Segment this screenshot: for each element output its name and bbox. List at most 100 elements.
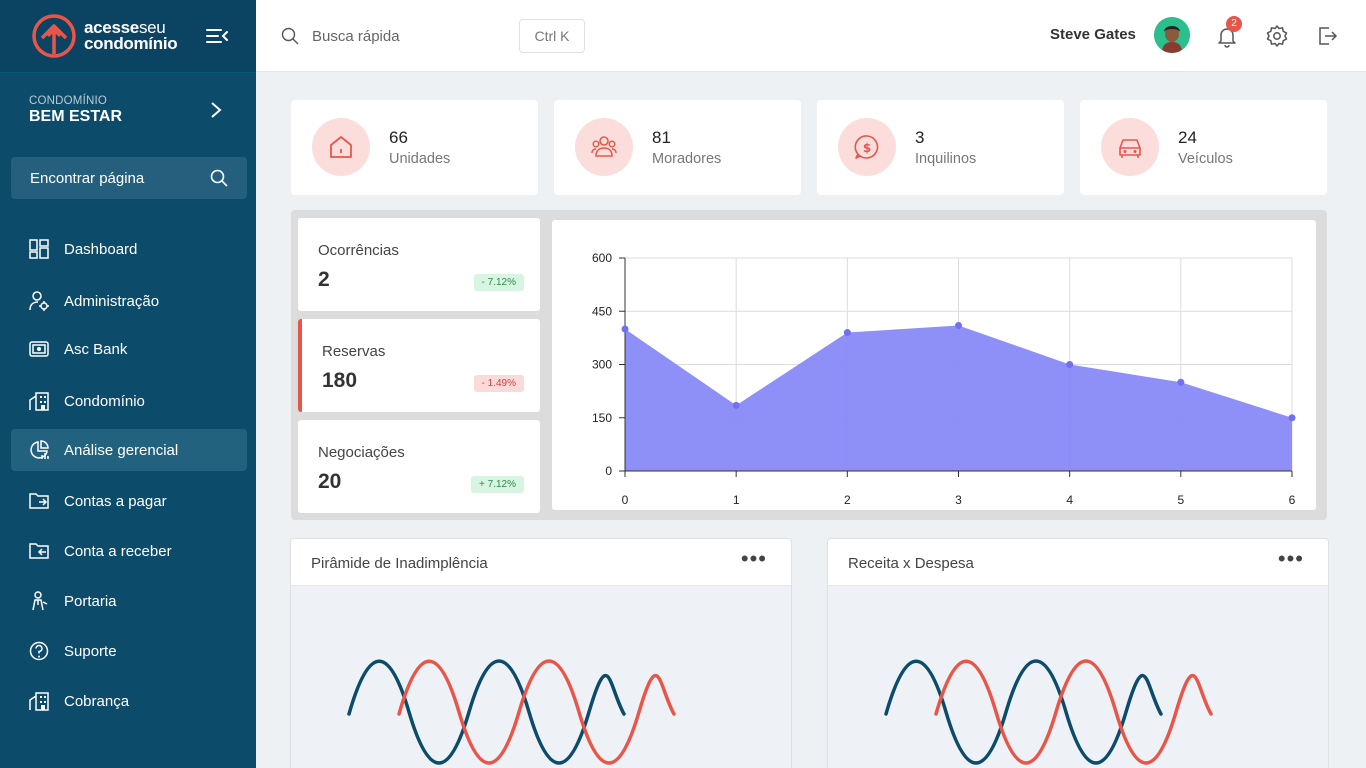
stat-label: Moradores bbox=[652, 151, 722, 167]
condo-label: CONDOMÍNIO bbox=[29, 95, 108, 107]
stat-value: 3 bbox=[915, 128, 925, 147]
more-options-icon[interactable]: ••• bbox=[740, 546, 767, 571]
sidebar-item-administracao[interactable]: Administração bbox=[11, 280, 247, 322]
brand-text: acesseseu condomínio bbox=[84, 18, 178, 52]
metric-card-reservas[interactable]: Reservas 180 - 1.49% bbox=[298, 319, 540, 412]
stat-card-moradores[interactable]: 81 Moradores bbox=[554, 100, 801, 195]
more-options-icon[interactable]: ••• bbox=[1277, 546, 1304, 571]
sidebar-item-label: Suporte bbox=[64, 642, 117, 660]
help-icon bbox=[29, 641, 49, 661]
user-name[interactable]: Steve Gates bbox=[1050, 26, 1136, 43]
data-point bbox=[1288, 414, 1296, 422]
search-icon bbox=[210, 169, 228, 187]
x-tick-label: 1 bbox=[733, 493, 740, 507]
metric-value: 2 bbox=[318, 268, 330, 291]
sidebar-item-analise-gerencial[interactable]: Análise gerencial bbox=[11, 429, 247, 471]
y-tick-label: 150 bbox=[592, 411, 612, 425]
money-chat-icon: $ bbox=[854, 135, 879, 159]
sidebar-item-label: Conta a receber bbox=[64, 542, 172, 560]
x-tick-label: 6 bbox=[1289, 493, 1296, 507]
card-title: Pirâmide de Inadimplência bbox=[311, 555, 488, 572]
card-piramide-inadimplencia: Pirâmide de Inadimplência ••• bbox=[290, 538, 792, 768]
metric-card-ocorrencias[interactable]: Ocorrências 2 - 7.12% bbox=[298, 218, 540, 311]
user-avatar-icon bbox=[1154, 17, 1190, 53]
y-tick-label: 600 bbox=[592, 251, 612, 265]
metrics-panel: Ocorrências 2 - 7.12% Reservas 180 - 1.4… bbox=[291, 210, 1327, 520]
admin-icon bbox=[29, 291, 49, 311]
folder-out-icon bbox=[29, 493, 49, 509]
stat-value: 81 bbox=[652, 128, 671, 147]
metric-card-negociacoes[interactable]: Negociações 20 + 7.12% bbox=[298, 420, 540, 513]
shortcut-hint: Ctrl K bbox=[519, 19, 585, 53]
sidebar-item-portaria[interactable]: Portaria bbox=[11, 580, 247, 622]
top-header: Ctrl K Steve Gates 2 bbox=[256, 0, 1366, 72]
metric-title: Ocorrências bbox=[318, 242, 399, 259]
sidebar-item-suporte[interactable]: Suporte bbox=[11, 630, 247, 672]
brand-logo[interactable]: acesseseu condomínio bbox=[30, 14, 178, 58]
sidebar-item-label: Portaria bbox=[64, 592, 117, 610]
y-tick-label: 450 bbox=[592, 304, 612, 318]
chevron-right-icon bbox=[211, 102, 222, 118]
stat-value: 24 bbox=[1178, 128, 1197, 147]
metric-change-badge: - 7.12% bbox=[473, 274, 524, 291]
metric-title: Negociações bbox=[318, 444, 405, 461]
sidebar-item-asc-bank[interactable]: Asc Bank bbox=[11, 328, 247, 370]
dashboard-icon bbox=[29, 239, 49, 259]
bank-icon bbox=[29, 341, 49, 357]
sidebar-item-condominio[interactable]: Condomínio bbox=[11, 380, 247, 422]
quick-search-input[interactable] bbox=[312, 24, 512, 48]
find-page-label: Encontrar página bbox=[30, 170, 145, 187]
x-tick-label: 4 bbox=[1066, 493, 1073, 507]
analytics-icon bbox=[30, 440, 49, 459]
x-tick-label: 2 bbox=[844, 493, 851, 507]
area-chart: 0 150 300 450 600 0 1 2 3 4 5 6 bbox=[552, 220, 1316, 510]
avatar[interactable] bbox=[1154, 17, 1190, 53]
brand-line1-thin: seu bbox=[138, 18, 166, 37]
stat-icon-circle bbox=[312, 118, 370, 176]
stat-label: Inquilinos bbox=[915, 151, 977, 167]
y-tick-label: 300 bbox=[592, 358, 612, 372]
svg-text:$: $ bbox=[863, 141, 871, 155]
people-icon bbox=[591, 136, 617, 157]
sidebar-item-cobranca[interactable]: Cobrança bbox=[11, 680, 247, 722]
logout-icon[interactable] bbox=[1315, 24, 1339, 48]
data-point bbox=[843, 329, 851, 337]
stat-card-veiculos[interactable]: 24 Veículos bbox=[1080, 100, 1327, 195]
sidebar-item-label: Análise gerencial bbox=[64, 441, 179, 459]
notification-badge: 2 bbox=[1226, 16, 1242, 32]
stat-card-inquilinos[interactable]: $ 3 Inquilinos bbox=[817, 100, 1064, 195]
metric-change-badge: - 1.49% bbox=[473, 375, 524, 392]
sidebar-item-label: Contas a pagar bbox=[64, 492, 167, 510]
brand-line1-bold: acesse bbox=[84, 18, 139, 37]
x-tick-label: 0 bbox=[622, 493, 629, 507]
car-icon bbox=[1119, 139, 1141, 158]
sidebar-item-conta-a-receber[interactable]: Conta a receber bbox=[11, 530, 247, 572]
stat-icon-circle bbox=[1101, 118, 1159, 176]
x-tick-label: 5 bbox=[1177, 493, 1184, 507]
building-icon bbox=[29, 692, 49, 711]
sidebar-item-label: Dashboard bbox=[64, 240, 138, 258]
gear-icon[interactable] bbox=[1265, 24, 1289, 48]
metric-title: Reservas bbox=[322, 343, 386, 360]
search-icon bbox=[281, 27, 299, 45]
data-point bbox=[732, 401, 740, 409]
menu-collapse-icon[interactable] bbox=[206, 28, 228, 44]
sidebar: acesseseu condomínio CONDOMÍNIO BEM ESTA… bbox=[0, 0, 256, 768]
stat-card-unidades[interactable]: 66 Unidades bbox=[291, 100, 538, 195]
sidebar-item-label: Administração bbox=[64, 292, 160, 310]
card-receita-despesa: Receita x Despesa ••• bbox=[827, 538, 1329, 768]
y-tick-label: 0 bbox=[605, 464, 612, 478]
logo-house-icon bbox=[32, 14, 76, 58]
condo-selector[interactable]: CONDOMÍNIO BEM ESTAR bbox=[0, 72, 256, 146]
area-chart-svg: 0 150 300 450 600 0 1 2 3 4 5 6 bbox=[592, 251, 1296, 507]
folder-in-icon bbox=[29, 543, 49, 559]
find-page-button[interactable]: Encontrar página bbox=[11, 157, 247, 199]
sidebar-item-contas-a-pagar[interactable]: Contas a pagar bbox=[11, 480, 247, 522]
data-point bbox=[1177, 378, 1185, 386]
stat-value: 66 bbox=[389, 128, 408, 147]
metric-value: 180 bbox=[322, 369, 358, 392]
stat-icon-circle bbox=[575, 118, 633, 176]
x-tick-label: 3 bbox=[955, 493, 962, 507]
data-point bbox=[621, 325, 629, 333]
sidebar-item-dashboard[interactable]: Dashboard bbox=[11, 228, 247, 270]
